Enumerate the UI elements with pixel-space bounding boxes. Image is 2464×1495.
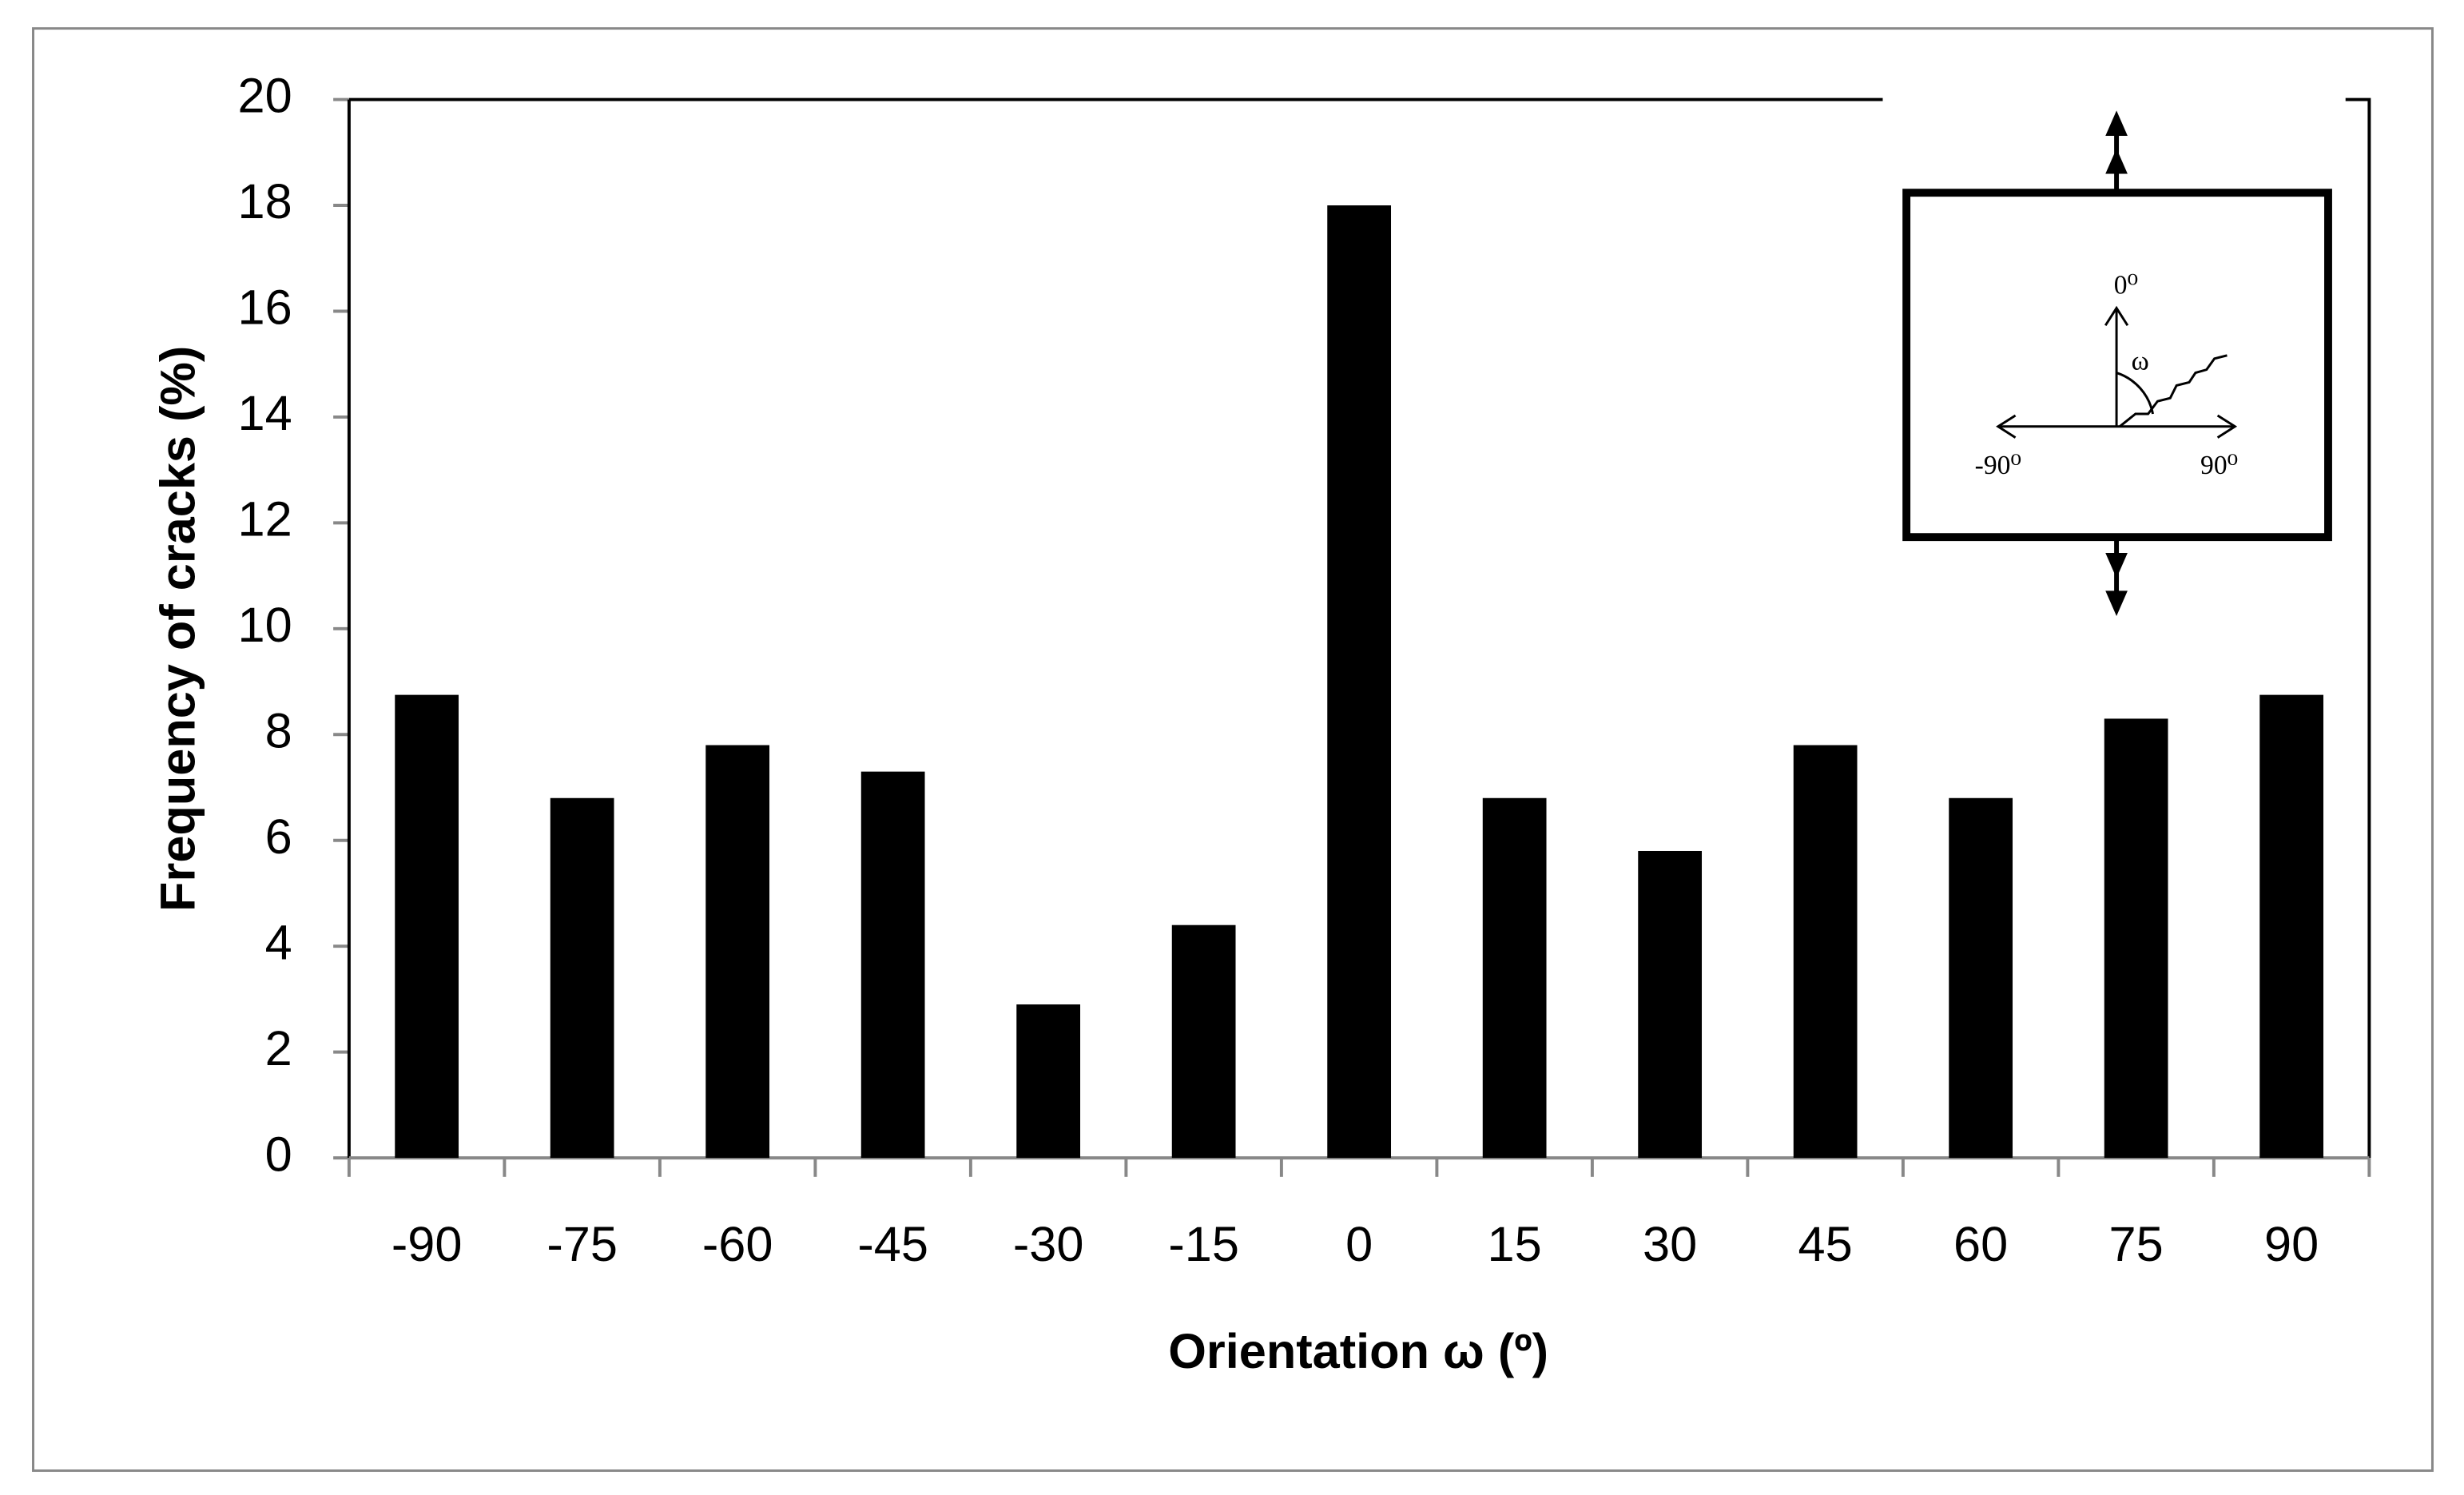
bar bbox=[860, 771, 925, 1159]
y-tick-label: 10 bbox=[238, 598, 292, 652]
x-tick-label: 30 bbox=[1643, 1217, 1697, 1271]
x-tick-label: 0 bbox=[1345, 1217, 1373, 1271]
inset-label: -90⁰ bbox=[1975, 451, 2021, 480]
x-axis-title: Orientation ω (º) bbox=[1168, 1324, 1548, 1378]
inset-label: 0⁰ bbox=[2114, 271, 2138, 300]
bar bbox=[2104, 718, 2168, 1159]
x-tick-label: 45 bbox=[1798, 1217, 1853, 1271]
x-tick-label: 60 bbox=[1953, 1217, 2008, 1271]
x-tick-label: 15 bbox=[1488, 1217, 1542, 1271]
y-tick-label: 16 bbox=[238, 280, 292, 335]
y-axis-title: Frequency of cracks (%) bbox=[151, 346, 205, 912]
inset-label: ω bbox=[2132, 347, 2149, 376]
bar bbox=[705, 745, 770, 1159]
bar bbox=[1016, 1004, 1081, 1159]
inset-diagram: 0⁰ ω -90⁰ 90⁰ bbox=[1882, 91, 2346, 617]
y-tick-label: 18 bbox=[238, 174, 292, 229]
x-tick-label: -75 bbox=[546, 1217, 618, 1271]
x-tick-label: -60 bbox=[702, 1217, 773, 1271]
inset-axes bbox=[1996, 305, 2238, 439]
bar bbox=[1638, 850, 1703, 1159]
x-tick-label: 90 bbox=[2264, 1217, 2319, 1271]
y-tick-label: 20 bbox=[238, 69, 292, 123]
y-tick-label: 8 bbox=[265, 703, 292, 757]
arrow-head bbox=[2105, 110, 2128, 174]
y-tick-label: 2 bbox=[265, 1021, 292, 1076]
inset-label: 90⁰ bbox=[2200, 451, 2238, 480]
y-tick-label: 4 bbox=[265, 915, 292, 969]
x-tick-label: 75 bbox=[2109, 1217, 2164, 1271]
x-tick-label: -90 bbox=[391, 1217, 463, 1271]
y-tick-label: 6 bbox=[265, 809, 292, 864]
x-tick-label: -30 bbox=[1013, 1217, 1084, 1271]
inset-mask bbox=[1882, 91, 2346, 106]
x-tick-label: -15 bbox=[1168, 1217, 1239, 1271]
plot-frame bbox=[348, 97, 2371, 1159]
y-tick-label: 14 bbox=[238, 386, 292, 440]
bar bbox=[1327, 205, 1392, 1159]
bar bbox=[1482, 797, 1547, 1159]
bar bbox=[1949, 797, 2013, 1159]
x-tick-label: -45 bbox=[857, 1217, 928, 1271]
bar bbox=[1793, 745, 1858, 1159]
arrow-head bbox=[2105, 552, 2128, 617]
y-tick-label: 0 bbox=[265, 1127, 292, 1181]
bar bbox=[1171, 924, 1236, 1159]
bar bbox=[2259, 694, 2324, 1159]
bar bbox=[550, 797, 614, 1159]
bar bbox=[395, 694, 459, 1159]
y-tick-label: 12 bbox=[238, 492, 292, 547]
